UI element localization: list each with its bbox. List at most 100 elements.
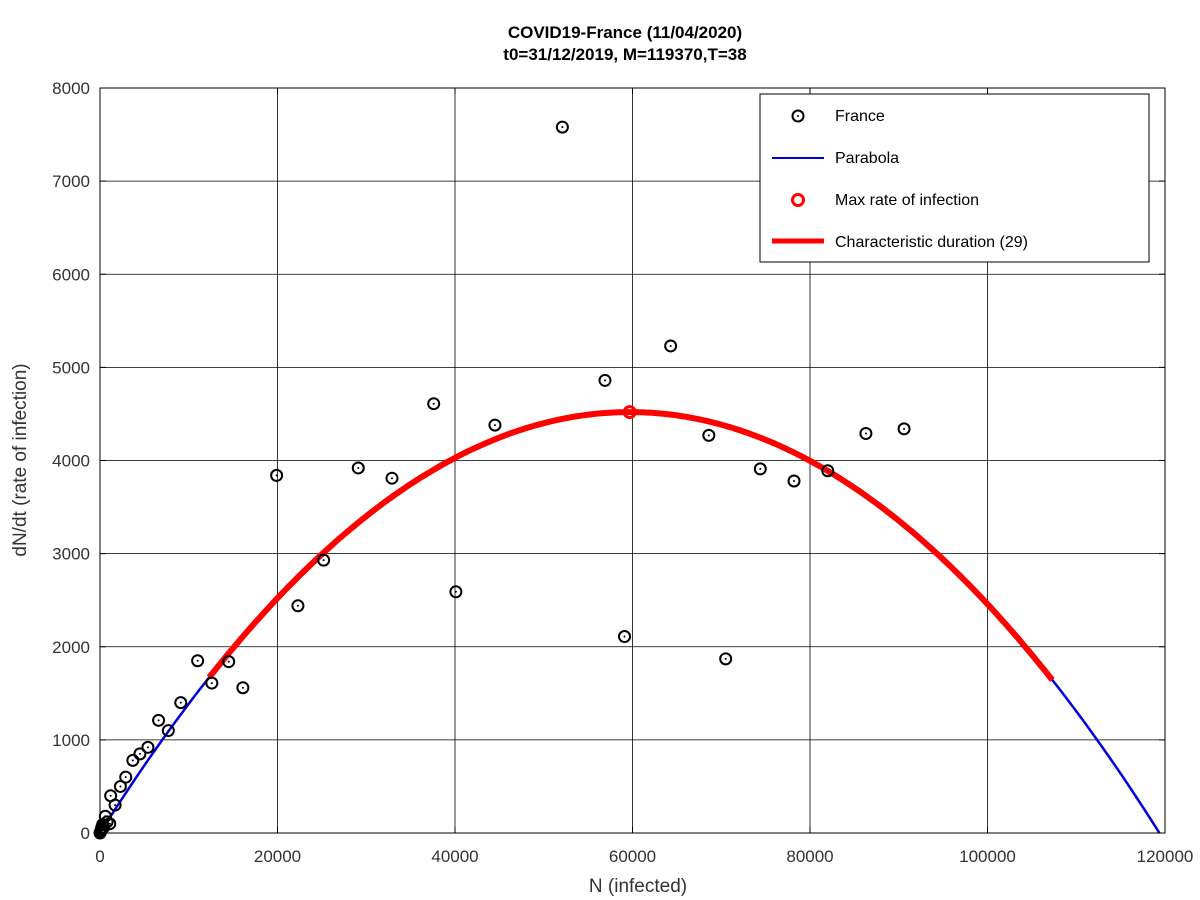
- data-point-center: [296, 604, 299, 607]
- data-point: [174, 696, 188, 710]
- x-tick-label: 0: [95, 847, 104, 866]
- data-point-center: [623, 635, 626, 638]
- legend-marker-france: [791, 109, 805, 123]
- data-point: [291, 599, 305, 613]
- y-tick-label: 3000: [52, 545, 90, 564]
- data-point-center: [759, 467, 762, 470]
- data-point: [598, 373, 612, 387]
- data-point: [488, 418, 502, 432]
- data-point: [555, 120, 569, 134]
- data-point-center: [793, 479, 796, 482]
- data-point: [119, 770, 133, 784]
- legend-label-characteristic-duration: Characteristic duration (29): [835, 234, 1028, 251]
- data-point: [236, 681, 250, 695]
- legend: France Parabola Max rate of infection Ch…: [759, 93, 1150, 263]
- data-point-center: [322, 559, 325, 562]
- y-tick-label: 7000: [52, 172, 90, 191]
- data-point: [191, 654, 205, 668]
- data-point: [427, 397, 441, 411]
- x-tick-label: 20000: [254, 847, 301, 866]
- x-tick-label: 80000: [786, 847, 833, 866]
- data-point: [821, 464, 835, 478]
- legend-label-max-rate: Max rate of infection: [835, 192, 979, 209]
- y-tick-label: 5000: [52, 358, 90, 377]
- data-point: [205, 676, 219, 690]
- characteristic-duration-line: [206, 409, 1055, 682]
- data-point: [152, 713, 166, 727]
- legend-label-parabola: Parabola: [835, 150, 899, 167]
- data-point-center: [864, 432, 867, 435]
- data-point-center: [724, 657, 727, 660]
- data-point: [103, 817, 117, 831]
- data-point-center: [707, 434, 710, 437]
- data-point-center: [432, 402, 435, 405]
- data-point-center: [275, 474, 278, 477]
- data-point-center: [100, 826, 103, 829]
- data-point: [141, 740, 155, 754]
- x-tick-label: 40000: [431, 847, 478, 866]
- x-tick-label: 60000: [609, 847, 656, 866]
- y-tick-label: 8000: [52, 79, 90, 98]
- data-point: [859, 426, 873, 440]
- data-point: [753, 462, 767, 476]
- x-tick-label: 120000: [1137, 847, 1194, 866]
- data-point-center: [227, 660, 230, 663]
- data-point: [133, 747, 147, 761]
- data-point-center: [357, 466, 360, 469]
- data-point-center: [196, 659, 199, 662]
- axis-ticks: 0 20000 40000 60000 80000 100000 120000 0 1000 20…: [52, 79, 1193, 866]
- data-point-center: [146, 746, 149, 749]
- data-point: [126, 753, 140, 767]
- y-tick-label: 4000: [52, 452, 90, 471]
- data-point: [897, 422, 911, 436]
- data-point: [161, 724, 175, 738]
- data-point: [719, 652, 733, 666]
- max-rate-marker: [622, 405, 637, 420]
- data-point: [270, 468, 284, 482]
- data-point-center: [210, 682, 213, 685]
- data-point-center: [603, 379, 606, 382]
- x-axis-label: N (infected): [589, 876, 687, 897]
- legend-box: [759, 93, 1150, 263]
- y-axis-label: dN/dt (rate of infection): [10, 363, 31, 556]
- data-point-center: [157, 719, 160, 722]
- x-tick-label: 100000: [959, 847, 1016, 866]
- legend-marker-dot-france: [797, 115, 799, 117]
- data-point: [317, 553, 331, 567]
- data-point-center: [109, 794, 112, 797]
- data-point-center: [114, 804, 117, 807]
- y-tick-label: 1000: [52, 731, 90, 750]
- chart-title: COVID19-France (11/04/2020): [508, 23, 742, 42]
- data-point-center: [179, 701, 182, 704]
- data-point-center: [826, 469, 829, 472]
- data-point-center: [241, 686, 244, 689]
- data-point-center: [454, 590, 457, 593]
- data-point-center: [167, 729, 170, 732]
- plot-area: [93, 120, 1161, 840]
- data-point-center: [131, 759, 134, 762]
- data-point-center: [124, 776, 127, 779]
- data-point: [113, 779, 127, 793]
- data-point-center: [903, 427, 906, 430]
- data-point: [702, 428, 716, 442]
- chart-subtitle: t0=31/12/2019, M=119370,T=38: [503, 45, 746, 64]
- data-point: [222, 655, 236, 669]
- data-point: [787, 474, 801, 488]
- legend-label-france: France: [835, 108, 885, 125]
- data-point: [351, 461, 365, 475]
- data-point-center: [106, 820, 109, 823]
- data-point-center: [669, 344, 672, 347]
- data-point-center: [561, 126, 564, 129]
- data-point-center: [119, 785, 122, 788]
- data-point-center: [108, 822, 111, 825]
- y-tick-label: 0: [81, 824, 90, 843]
- data-point: [618, 630, 632, 644]
- data-point: [385, 471, 399, 485]
- data-point-center: [390, 477, 393, 480]
- y-tick-label: 6000: [52, 265, 90, 284]
- data-point: [449, 585, 463, 599]
- data-point: [108, 798, 122, 812]
- data-point: [664, 339, 678, 353]
- y-tick-label: 2000: [52, 638, 90, 657]
